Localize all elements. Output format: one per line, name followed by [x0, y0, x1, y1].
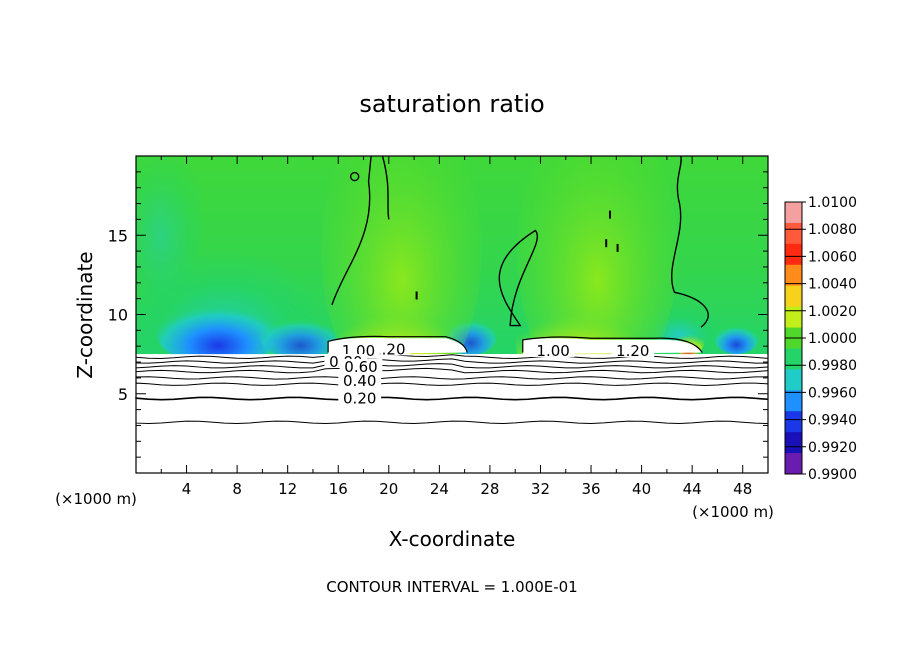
contour-label: 0.20 [343, 390, 376, 408]
contour-label-bg [339, 358, 383, 373]
colorbar-swatch [785, 390, 802, 412]
contour-line [135, 396, 769, 401]
colorbar-label: 1.0060 [808, 249, 857, 265]
contour-line [135, 353, 769, 359]
colorbar-label: 1.0020 [808, 304, 857, 320]
y-tick-label: 15 [108, 226, 128, 245]
colorbar-label: 1.0040 [808, 277, 857, 293]
colorbar-swatch [785, 285, 802, 308]
x-unit-label-left: (×1000 m) [55, 490, 137, 508]
colorbar-label: 0.9960 [808, 385, 857, 401]
colorbar-label: 0.9980 [808, 358, 857, 374]
x-axis-ticks: 4 8 12 16 20 24 28 32 36 40 44 48 [160, 156, 752, 498]
x-tick-label: 48 [733, 480, 752, 498]
contour-label: 1.20 [372, 340, 405, 358]
contour-labels: 1.201.001.001.200.800.600.400.20 [324, 340, 655, 408]
colorbar-swatch [785, 348, 802, 370]
x-tick-label: 28 [480, 480, 499, 498]
x-axis-label: X-coordinate [389, 527, 516, 551]
contour-line [498, 229, 538, 327]
contour-line [135, 382, 769, 386]
contour-interval-note: CONTOUR INTERVAL = 1.000E-01 [326, 578, 577, 596]
x-tick-label: 16 [329, 480, 348, 498]
contour-label-bg [338, 373, 382, 388]
dry-pocket [260, 314, 341, 359]
saturation-field [136, 156, 768, 473]
contour-line [349, 171, 360, 182]
chart-title: saturation ratio [359, 90, 544, 118]
x-tick-label: 4 [182, 480, 192, 498]
colorbar-label: 0.9900 [808, 467, 857, 483]
colorbar-swatch [785, 264, 802, 287]
contour-line [135, 420, 769, 424]
colorbar-swatch [785, 369, 802, 391]
contour-line [135, 367, 769, 374]
colorbar: 1.0100 1.0080 1.0060 1.0040 1.0020 1.0000 0.99… [784, 195, 857, 483]
colorbar-swatch [785, 306, 802, 329]
contour-label: 0.40 [343, 372, 376, 390]
x-tick-label: 8 [232, 480, 242, 498]
contour-line [135, 363, 769, 369]
contour-label: 0.60 [344, 358, 377, 376]
contour-label: 1.00 [536, 342, 569, 360]
cool-region [136, 156, 202, 300]
contour-label-bg [337, 342, 380, 357]
contour-lines [135, 155, 769, 424]
contour-label: 1.20 [616, 342, 649, 360]
colorbar-swatch [785, 432, 802, 454]
dry-pocket [714, 322, 759, 355]
contour-label-bg [531, 342, 575, 357]
contour-line [671, 155, 709, 328]
colorbar-label: 1.0000 [808, 331, 857, 347]
colorbar-label: 1.0100 [808, 195, 857, 211]
x-tick-label: 32 [531, 480, 550, 498]
x-tick-label: 24 [430, 480, 449, 498]
contour-line [331, 155, 390, 306]
colorbar-label: 1.0080 [808, 222, 857, 238]
colorbar-label: 0.9940 [808, 413, 857, 429]
dry-pocket [156, 297, 281, 366]
y-axis-ticks: 5 10 15 [108, 171, 768, 458]
colorbar-swatch [785, 243, 802, 266]
contour-line [135, 376, 769, 380]
x-tick-label: 40 [632, 480, 651, 498]
x-tick-label: 20 [379, 480, 398, 498]
colorbar-swatch [785, 453, 802, 475]
x-unit-label-right: (×1000 m) [692, 503, 774, 521]
colorbar-label: 0.9920 [808, 440, 857, 456]
contour-label-bg [338, 390, 382, 405]
y-axis-label: Z-coordinate [73, 251, 97, 378]
colorbar-swatch [785, 202, 802, 224]
colorbar-swatch [785, 222, 802, 245]
x-tick-label: 44 [683, 480, 702, 498]
contour-line [522, 336, 703, 353]
colorbar-swatch [785, 411, 802, 433]
y-tick-label: 10 [108, 306, 128, 325]
x-tick-label: 12 [278, 480, 297, 498]
contour-line [327, 335, 468, 353]
y-tick-label: 5 [118, 385, 128, 404]
lower-layer [136, 354, 768, 473]
contour-line [135, 358, 769, 364]
contour-label-bg [611, 342, 655, 357]
x-tick-label: 36 [581, 480, 600, 498]
